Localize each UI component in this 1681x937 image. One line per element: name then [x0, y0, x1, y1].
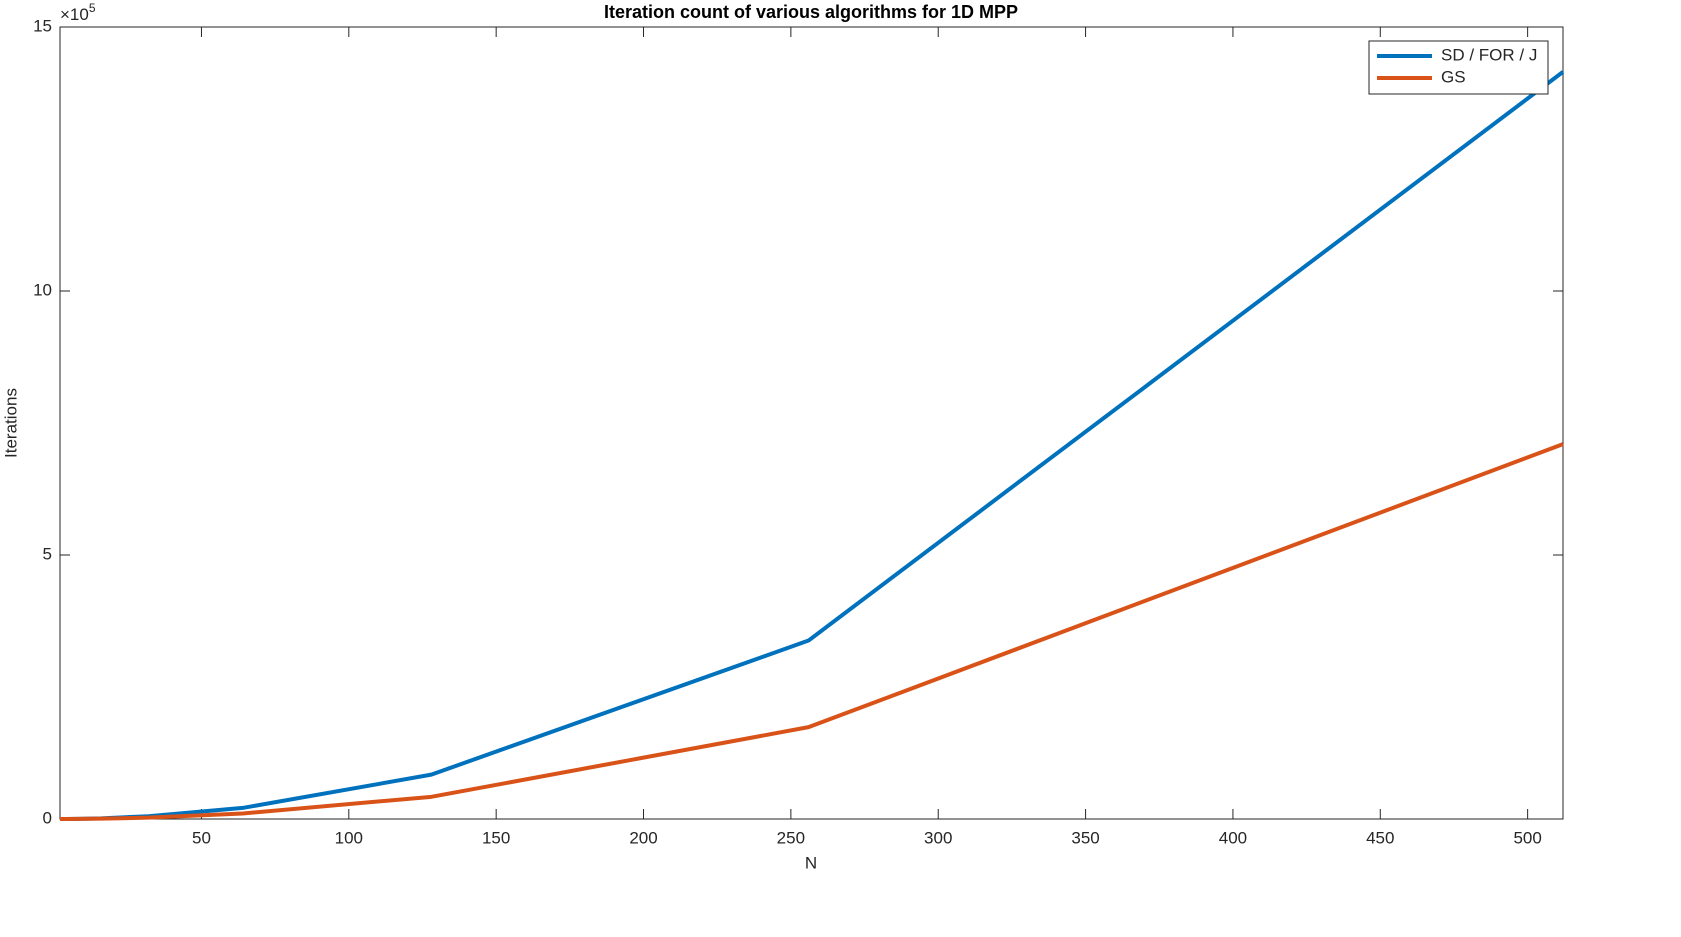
plot-box: [59, 26, 1564, 820]
y-tick-label: 15: [33, 16, 52, 35]
legend-box: [1368, 40, 1549, 95]
x-tick-label: 200: [629, 828, 657, 847]
x-tick-label: 300: [924, 828, 952, 847]
x-tick-label: 450: [1366, 828, 1394, 847]
x-tick-label: 500: [1513, 828, 1541, 847]
x-tick-label: 400: [1219, 828, 1247, 847]
x-tick-label: 150: [482, 828, 510, 847]
series-line: [59, 70, 1565, 821]
y-tick-label: 5: [43, 544, 52, 563]
y-axis-label: Iterations: [1, 388, 20, 458]
y-tick-label: 10: [33, 280, 52, 299]
x-axis-label: N: [805, 853, 817, 872]
legend: SD / FOR / J GS: [1368, 40, 1549, 95]
legend-label: SD / FOR / J: [1441, 45, 1537, 64]
x-tick-label: 50: [192, 828, 211, 847]
chart-title: Iteration count of various algorithms fo…: [604, 2, 1018, 22]
y-multiplier-base: ×10: [60, 5, 89, 24]
series-line: [59, 442, 1564, 821]
legend-label: GS: [1441, 67, 1466, 86]
y-multiplier: ×105: [60, 1, 96, 24]
x-tick-label: 350: [1071, 828, 1099, 847]
y-tick-label: 0: [43, 808, 52, 827]
x-tick-label: 250: [777, 828, 805, 847]
y-multiplier-exponent: 5: [89, 1, 96, 15]
x-tick-label: 100: [335, 828, 363, 847]
